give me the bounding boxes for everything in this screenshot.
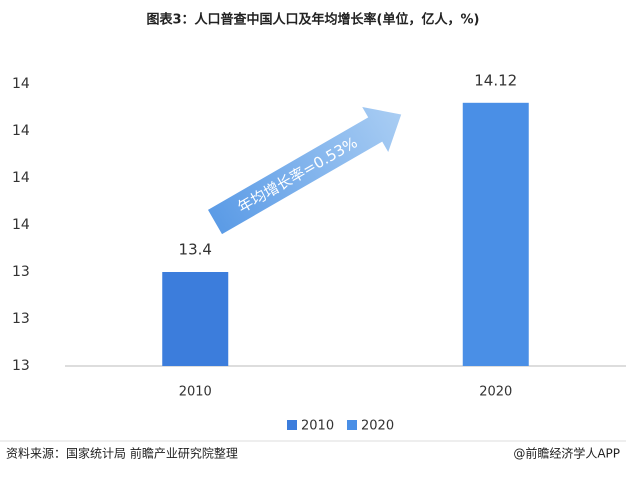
x-tick-label: 2010: [179, 385, 212, 400]
bar: [462, 102, 529, 367]
y-tick-label: 13: [12, 264, 30, 280]
y-tick-label: 14: [12, 217, 30, 233]
y-tick-label: 14: [12, 123, 30, 139]
credit: @前瞻经济学人APP: [513, 446, 620, 461]
y-tick-label: 14: [12, 170, 30, 186]
source: 资料来源：国家统计局 前瞻产业研究院整理: [6, 446, 238, 461]
y-tick-label: 14: [12, 76, 30, 92]
chart-title: 图表3：人口普查中国人口及年均增长率(单位，亿人，%): [147, 12, 480, 28]
data-label: 14.12: [474, 71, 517, 89]
data-label: 13.4: [179, 241, 212, 259]
growth-arrow: 年均增长率=0.53%: [208, 106, 402, 235]
legend-label: 2020: [361, 419, 394, 434]
x-tick-label: 2020: [479, 385, 512, 400]
annotation: 年均增长率=0.53%: [234, 133, 360, 216]
legend-swatch: [287, 420, 297, 430]
bar: [162, 272, 229, 366]
legend-swatch: [347, 420, 357, 430]
y-tick-label: 13: [12, 358, 30, 374]
legend-label: 2010: [301, 419, 334, 434]
y-tick-label: 13: [12, 311, 30, 327]
